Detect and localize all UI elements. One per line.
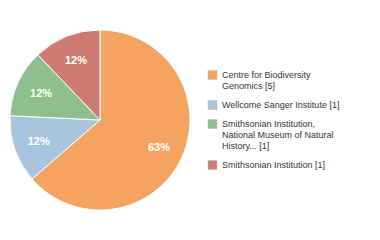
legend-swatch bbox=[208, 161, 217, 170]
pie bbox=[10, 30, 190, 210]
chart: 63% 12% 12% 12% Centre for BiodiversityGenom… bbox=[0, 0, 380, 240]
data-label: 12% bbox=[65, 54, 87, 66]
pie-slice bbox=[10, 116, 100, 179]
data-label: 12% bbox=[28, 135, 50, 147]
legend-swatch bbox=[208, 71, 217, 80]
data-labels: 63% 12% 12% 12% bbox=[28, 54, 170, 153]
data-label: 12% bbox=[30, 87, 52, 99]
pie-slice bbox=[38, 30, 100, 120]
legend: Centre for BiodiversityGenomics [5] Wellc… bbox=[208, 70, 339, 170]
legend-label: Wellcome Sanger Institute [1] bbox=[222, 100, 339, 110]
legend-label: Smithsonian Institution [1] bbox=[222, 160, 325, 170]
legend-label: Centre for BiodiversityGenomics [5] bbox=[222, 70, 311, 91]
legend-swatch bbox=[208, 120, 217, 129]
data-label: 63% bbox=[148, 141, 170, 153]
legend-swatch bbox=[208, 101, 217, 110]
legend-label: Smithsonian Institution,National Museum … bbox=[222, 119, 334, 151]
